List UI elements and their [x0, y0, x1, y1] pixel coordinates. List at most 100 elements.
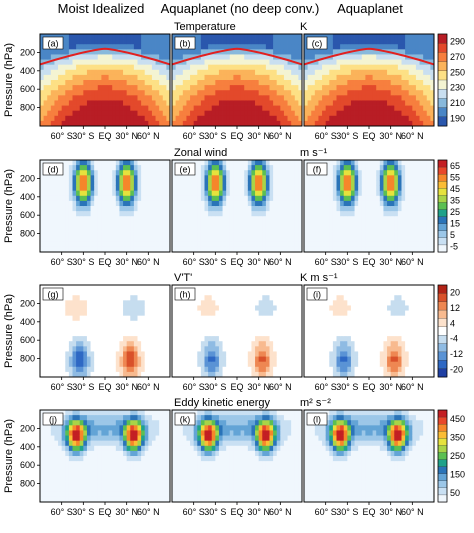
contour-cell [148, 246, 153, 253]
contour-cell [197, 175, 202, 181]
contour-cell [244, 74, 249, 81]
contour-cell [262, 206, 267, 212]
contour-cell [218, 100, 223, 106]
contour-cell [65, 195, 70, 202]
contour-cell [200, 59, 205, 66]
contour-cell [108, 351, 113, 357]
contour-cell [336, 195, 341, 202]
contour-cell [200, 231, 205, 238]
contour-cell [179, 341, 184, 347]
contour-cell [211, 175, 216, 181]
contour-cell [200, 315, 205, 322]
contour-cell [47, 211, 52, 217]
contour-cell [179, 190, 184, 197]
y-tick-label: 200 [20, 47, 35, 57]
contour-cell [226, 54, 231, 60]
contour-cell [283, 64, 288, 71]
contour-cell [175, 236, 180, 243]
contour-cell [200, 115, 205, 122]
contour-cell [108, 34, 113, 40]
contour-cell [166, 160, 171, 166]
contour-cell [90, 290, 95, 296]
contour-cell [240, 190, 245, 197]
contour-cell [40, 185, 45, 192]
contour-cell [215, 361, 220, 368]
contour-cell [123, 90, 128, 96]
contour-cell [304, 90, 309, 96]
contour-cell [162, 190, 167, 197]
contour-cell [133, 49, 138, 55]
contour-cell [112, 39, 117, 45]
contour-cell [287, 39, 292, 45]
contour-cell [72, 341, 77, 347]
contour-cell [200, 165, 205, 171]
contour-cell [280, 54, 285, 60]
contour-cell [298, 175, 303, 181]
contour-cell [76, 120, 81, 127]
contour-cell [123, 69, 128, 76]
contour-cell [372, 95, 377, 101]
contour-cell [130, 200, 135, 207]
contour-cell [162, 165, 167, 171]
contour-cell [144, 165, 149, 171]
contour-cell [162, 200, 167, 207]
contour-cell [426, 221, 431, 227]
contour-cell [141, 69, 146, 76]
contour-cell [108, 336, 113, 342]
contour-cell [68, 236, 73, 243]
contour-cell [175, 110, 180, 117]
contour-cell [65, 320, 70, 327]
contour-cell [211, 320, 216, 327]
contour-cell [65, 34, 70, 40]
contour-cell [343, 206, 348, 212]
contour-cell [50, 221, 55, 227]
contour-cell [211, 69, 216, 76]
contour-cell [86, 195, 91, 202]
contour-cell [240, 115, 245, 122]
contour-cell [141, 195, 146, 202]
contour-cell [336, 95, 341, 101]
contour-cell [318, 100, 323, 106]
contour-cell [76, 336, 81, 342]
contour-cell [197, 285, 202, 291]
contour-cell [65, 241, 70, 248]
contour-cell [175, 180, 180, 186]
contour-cell [86, 80, 91, 86]
contour-cell [172, 74, 177, 81]
contour-cell [61, 206, 66, 212]
contour-cell [83, 105, 88, 112]
contour-cell [179, 206, 184, 212]
contour-cell [197, 226, 202, 232]
contour-cell [208, 341, 213, 347]
contour-cell [130, 371, 135, 378]
contour-cell [65, 315, 70, 322]
contour-cell [105, 351, 110, 357]
contour-cell [430, 180, 435, 186]
contour-cell [322, 211, 327, 217]
contour-cell [155, 331, 160, 337]
contour-cell [280, 120, 285, 127]
contour-cell [162, 351, 167, 357]
contour-cell [240, 110, 245, 117]
contour-cell [105, 211, 110, 217]
contour-cell [430, 211, 435, 217]
contour-cell [159, 366, 164, 373]
contour-cell [179, 195, 184, 202]
contour-cell [76, 64, 81, 71]
contour-cell [179, 356, 184, 363]
contour-cell [162, 39, 167, 45]
contour-cell [336, 175, 341, 181]
contour-cell [105, 39, 110, 45]
contour-cell [115, 85, 120, 91]
contour-cell [262, 95, 267, 101]
contour-cell [94, 231, 99, 238]
contour-cell [361, 39, 366, 45]
contour-cell [401, 74, 406, 81]
contour-cell [383, 231, 388, 238]
contour-cell [222, 221, 227, 227]
contour-cell [155, 190, 160, 197]
contour-cell [401, 59, 406, 66]
contour-cell [237, 34, 242, 40]
contour-cell [280, 105, 285, 112]
contour-cell [159, 351, 164, 357]
